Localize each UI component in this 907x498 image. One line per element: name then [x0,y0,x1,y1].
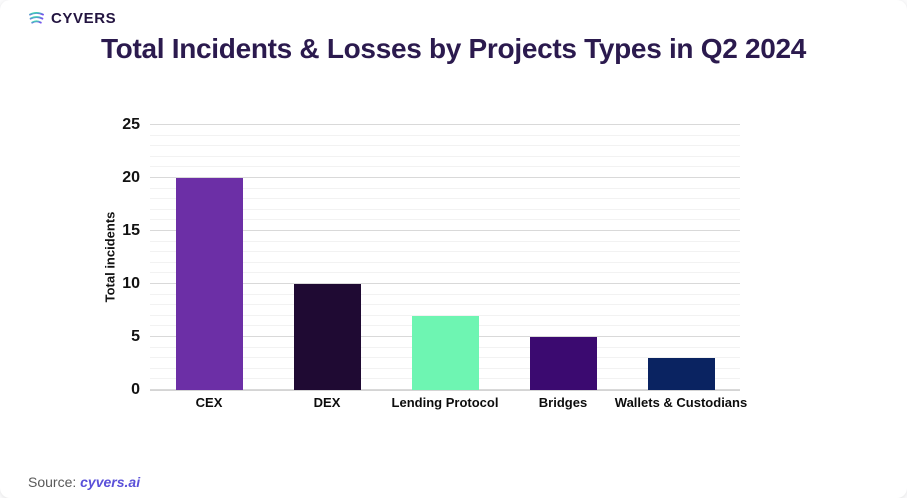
logo: CYVERS [28,10,116,27]
gridline-minor [150,145,740,147]
bar-lending-protocol [411,315,479,390]
gridline-minor [150,166,740,168]
logo-text: CYVERS [51,10,117,27]
source-label: Source: [28,474,81,490]
y-tick-label: 20 [122,169,140,186]
gridline-minor [150,251,740,253]
gridline-major [150,283,740,284]
x-axis-label-cex: CEX [195,395,223,410]
y-tick-label: 15 [122,222,140,239]
x-axis-label-wallets-custodians: Wallets & Custodians [614,395,748,410]
bar-wallets-custodians [647,358,715,390]
x-axis-label-lending-protocol: Lending Protocol [391,395,499,410]
x-axis-label-dex: DEX [313,395,341,410]
bar-cex [175,178,243,390]
gridline-minor [150,208,740,210]
gridline-minor [150,304,740,306]
page-title: Total Incidents & Losses by Projects Typ… [100,33,807,64]
gridline-minor [150,314,740,316]
plot-area: CEX DEX Lending Protocol Bridges Wallets & C… [150,124,747,410]
gridline-minor [150,198,740,200]
x-axis-label-bridges: Bridges [538,395,588,410]
x-axis-line [150,390,740,391]
bar-dex [293,284,361,390]
source-link[interactable]: cyvers.ai [80,474,141,490]
source-line: Source: cyvers.ai [28,474,140,490]
y-tick-label: 0 [131,381,140,398]
cyvers-logo-icon [29,11,44,24]
y-tick-label: 10 [122,275,140,292]
gridline-minor [150,240,740,242]
gridline-major [150,177,740,178]
gridline-minor [150,187,740,189]
gridline-major [150,124,740,125]
gridline-minor [150,293,740,295]
gridline-minor [150,261,740,263]
bar-bridges [529,337,597,390]
gridline-major [150,230,740,231]
gridline-minor [150,134,740,136]
gridline-minor [150,219,740,221]
y-tick-label: 5 [131,328,140,345]
y-tick-label: 25 [122,116,140,133]
gridline-minor [150,155,740,157]
gridline-minor [150,272,740,274]
